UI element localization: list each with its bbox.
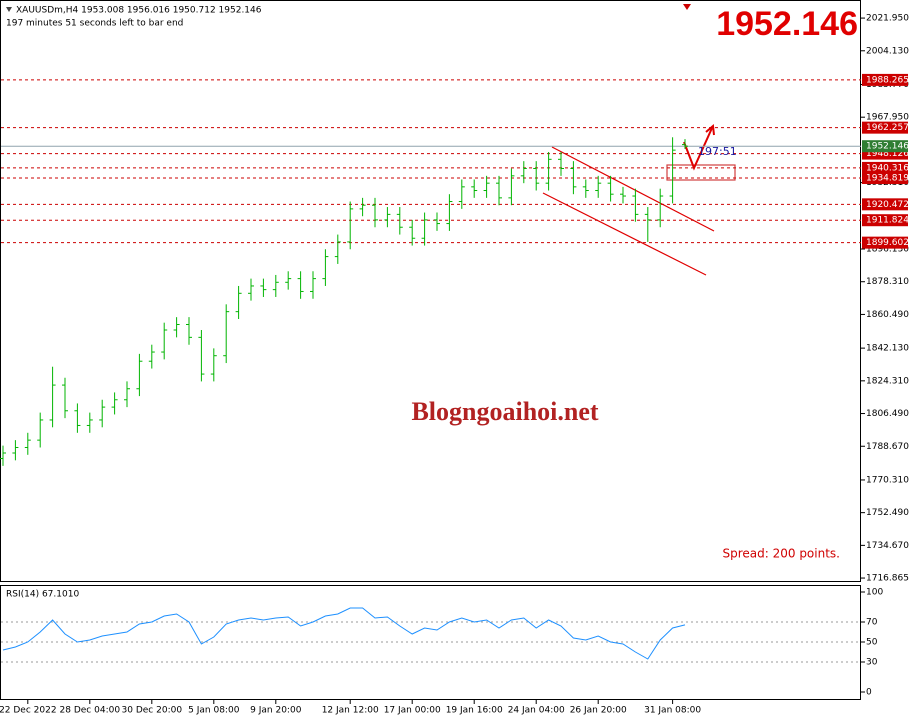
bar-timer: 197:51 (698, 145, 737, 158)
level-label-bg (862, 73, 908, 86)
x-tick-label: 22 Dec 2022 (0, 706, 57, 716)
y-tick-label: 1752.490 (866, 508, 909, 518)
header: XAUUSDm,H4 1953.008 1956.016 1950.712 19… (16, 6, 262, 16)
level-label: 1940.316 (866, 163, 909, 173)
y-tick-label: 1788.670 (866, 442, 909, 452)
x-tick-label: 26 Jan 20:00 (570, 706, 627, 716)
x-tick-label: 5 Jan 08:00 (188, 706, 240, 716)
x-tick-label: 9 Jan 20:00 (250, 706, 302, 716)
current-price-label: 1952.146 (866, 142, 909, 152)
rsi-line (2, 607, 686, 660)
level-label-bg (862, 198, 908, 211)
x-tick-label: 19 Jan 16:00 (446, 706, 503, 716)
level-label: 1911.824 (866, 216, 909, 226)
x-tick-label: 12 Jan 12:00 (322, 706, 379, 716)
level-label-bg (862, 172, 908, 185)
y-tick-label: 2021.950 (866, 14, 909, 24)
zone-box (666, 164, 736, 181)
arrow-head (705, 124, 715, 136)
channel-lower (542, 192, 707, 276)
rsi-tick-label: 0 (866, 688, 872, 698)
y-tick-label: 1716.865 (866, 574, 909, 584)
y-tick-label: 1896.130 (866, 245, 909, 255)
y-tick-label: 1842.130 (866, 344, 909, 354)
x-tick-label: 17 Jan 00:00 (384, 706, 441, 716)
channel-upper (551, 146, 715, 232)
x-tick-label: 31 Jan 08:00 (644, 706, 701, 716)
y-tick-label: 1878.310 (866, 277, 909, 287)
y-tick-label: 2004.130 (866, 46, 909, 56)
level-label: 1962.257 (866, 123, 909, 133)
watermark: Blogngoaihoi.net (411, 397, 598, 426)
current-price-bg (862, 140, 908, 153)
spread: Spread: 200 points. (722, 547, 840, 561)
level-label: 1899.602 (866, 238, 909, 248)
level-label-bg (862, 161, 908, 174)
x-tick-label: 24 Jan 04:00 (508, 706, 565, 716)
y-tick-label: 1770.310 (866, 475, 909, 485)
y-tick-label: 1967.950 (866, 113, 909, 123)
level-label: 1920.472 (866, 200, 909, 210)
y-tick-label: 1806.490 (866, 409, 909, 419)
countdown: 197 minutes 51 seconds left to bar end (6, 19, 183, 29)
main-panel (0, 0, 861, 582)
x-tick-label: 28 Dec 04:00 (60, 706, 121, 716)
rsi-tick-label: 50 (866, 638, 878, 648)
marker (683, 4, 691, 10)
rsi-tick-label: 100 (866, 588, 883, 598)
y-tick-label: 1860.490 (866, 310, 909, 320)
level-label-bg (862, 236, 908, 249)
level-label: 1934.819 (866, 174, 909, 184)
x-tick-label: 30 Dec 20:00 (122, 706, 183, 716)
rsi-tick-label: 70 (866, 618, 878, 628)
level-label-bg (862, 214, 908, 227)
level-label-bg (862, 121, 908, 134)
rsi-tick-label: 30 (866, 658, 878, 668)
y-tick-label: 1734.670 (866, 541, 909, 551)
level-label: 1988.265 (866, 75, 909, 85)
y-tick-label: 1824.310 (866, 376, 909, 386)
level-label: 1948.126 (866, 149, 909, 159)
big-price: 1952.146 (716, 5, 858, 43)
rsi-title: RSI(14) 67.1010 (6, 590, 79, 600)
header-icon (6, 7, 12, 12)
